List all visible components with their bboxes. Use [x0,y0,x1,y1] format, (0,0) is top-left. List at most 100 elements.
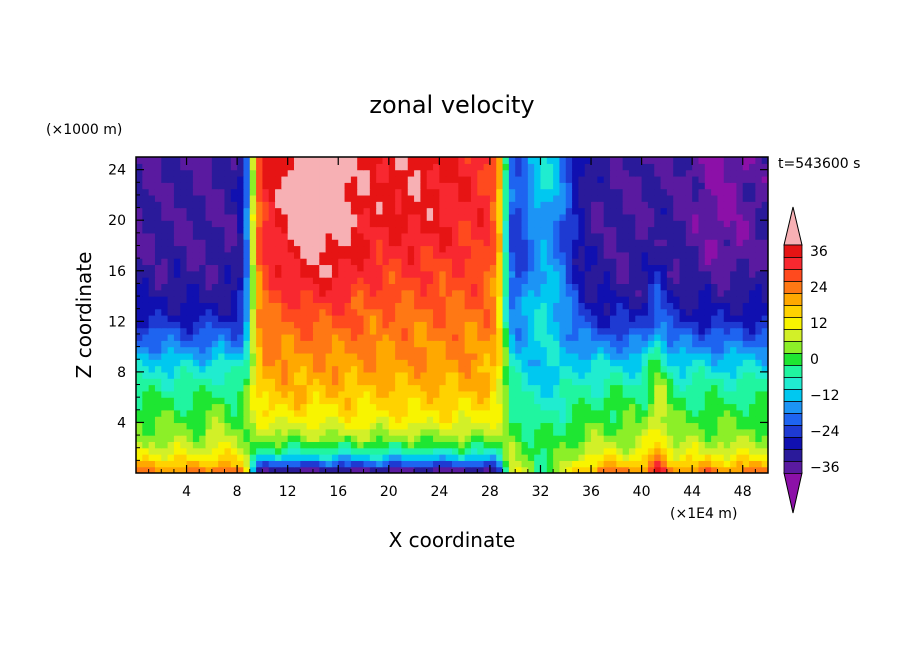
heatmap-cell [173,258,181,266]
heatmap-cell [230,441,238,449]
heatmap-cell [578,333,586,341]
heatmap-cell [489,435,497,442]
heatmap-cell [237,226,245,234]
heatmap-cell [407,245,415,253]
heatmap-cell [331,175,339,183]
heatmap-cell [312,169,320,177]
heatmap-cell [553,251,561,259]
heatmap-cell [230,296,238,303]
heatmap-cell [641,251,649,259]
heatmap-cell [249,302,257,310]
heatmap-cell [654,175,662,183]
heatmap-cell [319,289,327,297]
heatmap-cell [489,365,497,373]
heatmap-cell [761,403,768,411]
heatmap-cell [407,302,415,310]
heatmap-cell [243,346,251,354]
heatmap-cell [180,302,188,310]
heatmap-cell [559,194,567,202]
heatmap-cell [243,264,251,272]
heatmap-cell [628,397,636,405]
heatmap-cell [363,403,371,411]
heatmap-cell [199,226,207,234]
heatmap-cell [502,403,510,411]
heatmap-cell [483,245,491,253]
heatmap-cell [584,403,592,411]
heatmap-cell [698,327,706,335]
heatmap-cell [154,428,162,436]
heatmap-cell [572,390,579,398]
heatmap-cell [628,283,636,291]
heatmap-cell [414,258,421,266]
heatmap-cell [641,466,649,473]
heatmap-cell [357,239,365,247]
heatmap-cell [477,289,485,297]
heatmap-cell [192,264,200,272]
heatmap-cell [287,239,295,247]
heatmap-cell [312,409,320,417]
heatmap-cell [306,390,314,398]
heatmap-cell [268,194,276,202]
heatmap-cell [249,454,257,461]
heatmap-cell [502,333,510,341]
heatmap-cell [597,220,605,228]
heatmap-cell [363,397,371,405]
heatmap-cell [565,245,573,253]
heatmap-cell [414,296,421,303]
heatmap-cell [578,308,586,316]
heatmap-cell [477,163,485,171]
heatmap-cell [489,378,497,386]
heatmap-cell [559,428,567,436]
heatmap-cell [666,384,674,392]
heatmap-cell [363,308,371,316]
heatmap-cell [515,194,523,202]
heatmap-cell [192,428,200,436]
heatmap-cell [660,441,668,449]
heatmap-cell [565,441,573,449]
heatmap-cell [521,277,529,284]
heatmap-cell [186,239,194,247]
heatmap-cell [186,232,194,240]
heatmap-cell [704,258,712,266]
heatmap-cell [470,296,478,303]
heatmap-cell [483,327,491,335]
heatmap-cell [230,232,238,240]
heatmap-cell [300,403,308,411]
heatmap-cell [173,251,181,259]
heatmap-cell [546,201,554,209]
heatmap-cell [426,422,434,430]
heatmap-cell [742,258,750,266]
heatmap-cell [167,315,175,322]
heatmap-cell [546,466,554,473]
heatmap-cell [439,258,447,266]
heatmap-cell [249,188,257,196]
heatmap-cell [426,435,434,442]
heatmap-cell [161,188,169,196]
heatmap-cell [338,403,346,411]
heatmap-cell [262,157,270,164]
heatmap-cell [294,422,301,430]
heatmap-cell [685,232,693,240]
heatmap-cell [401,435,409,442]
heatmap-cell [350,403,358,411]
heatmap-cell [464,308,472,316]
heatmap-cell [338,296,346,303]
heatmap-cell [357,258,365,266]
heatmap-cell [192,245,200,253]
heatmap-cell [496,441,504,449]
heatmap-cell [679,315,687,322]
heatmap-cell [300,232,308,240]
heatmap-cell [654,346,662,354]
heatmap-cell [395,232,403,240]
heatmap-cell [395,239,403,247]
heatmap-cell [287,169,295,177]
heatmap-cell [717,232,725,240]
heatmap-cell [742,454,750,461]
heatmap-cell [692,245,700,253]
heatmap-cell [508,270,516,278]
heatmap-cell [458,258,466,266]
heatmap-cell [350,416,358,424]
heatmap-cell [192,213,200,221]
heatmap-cell [199,416,207,424]
heatmap-cell [357,460,365,468]
